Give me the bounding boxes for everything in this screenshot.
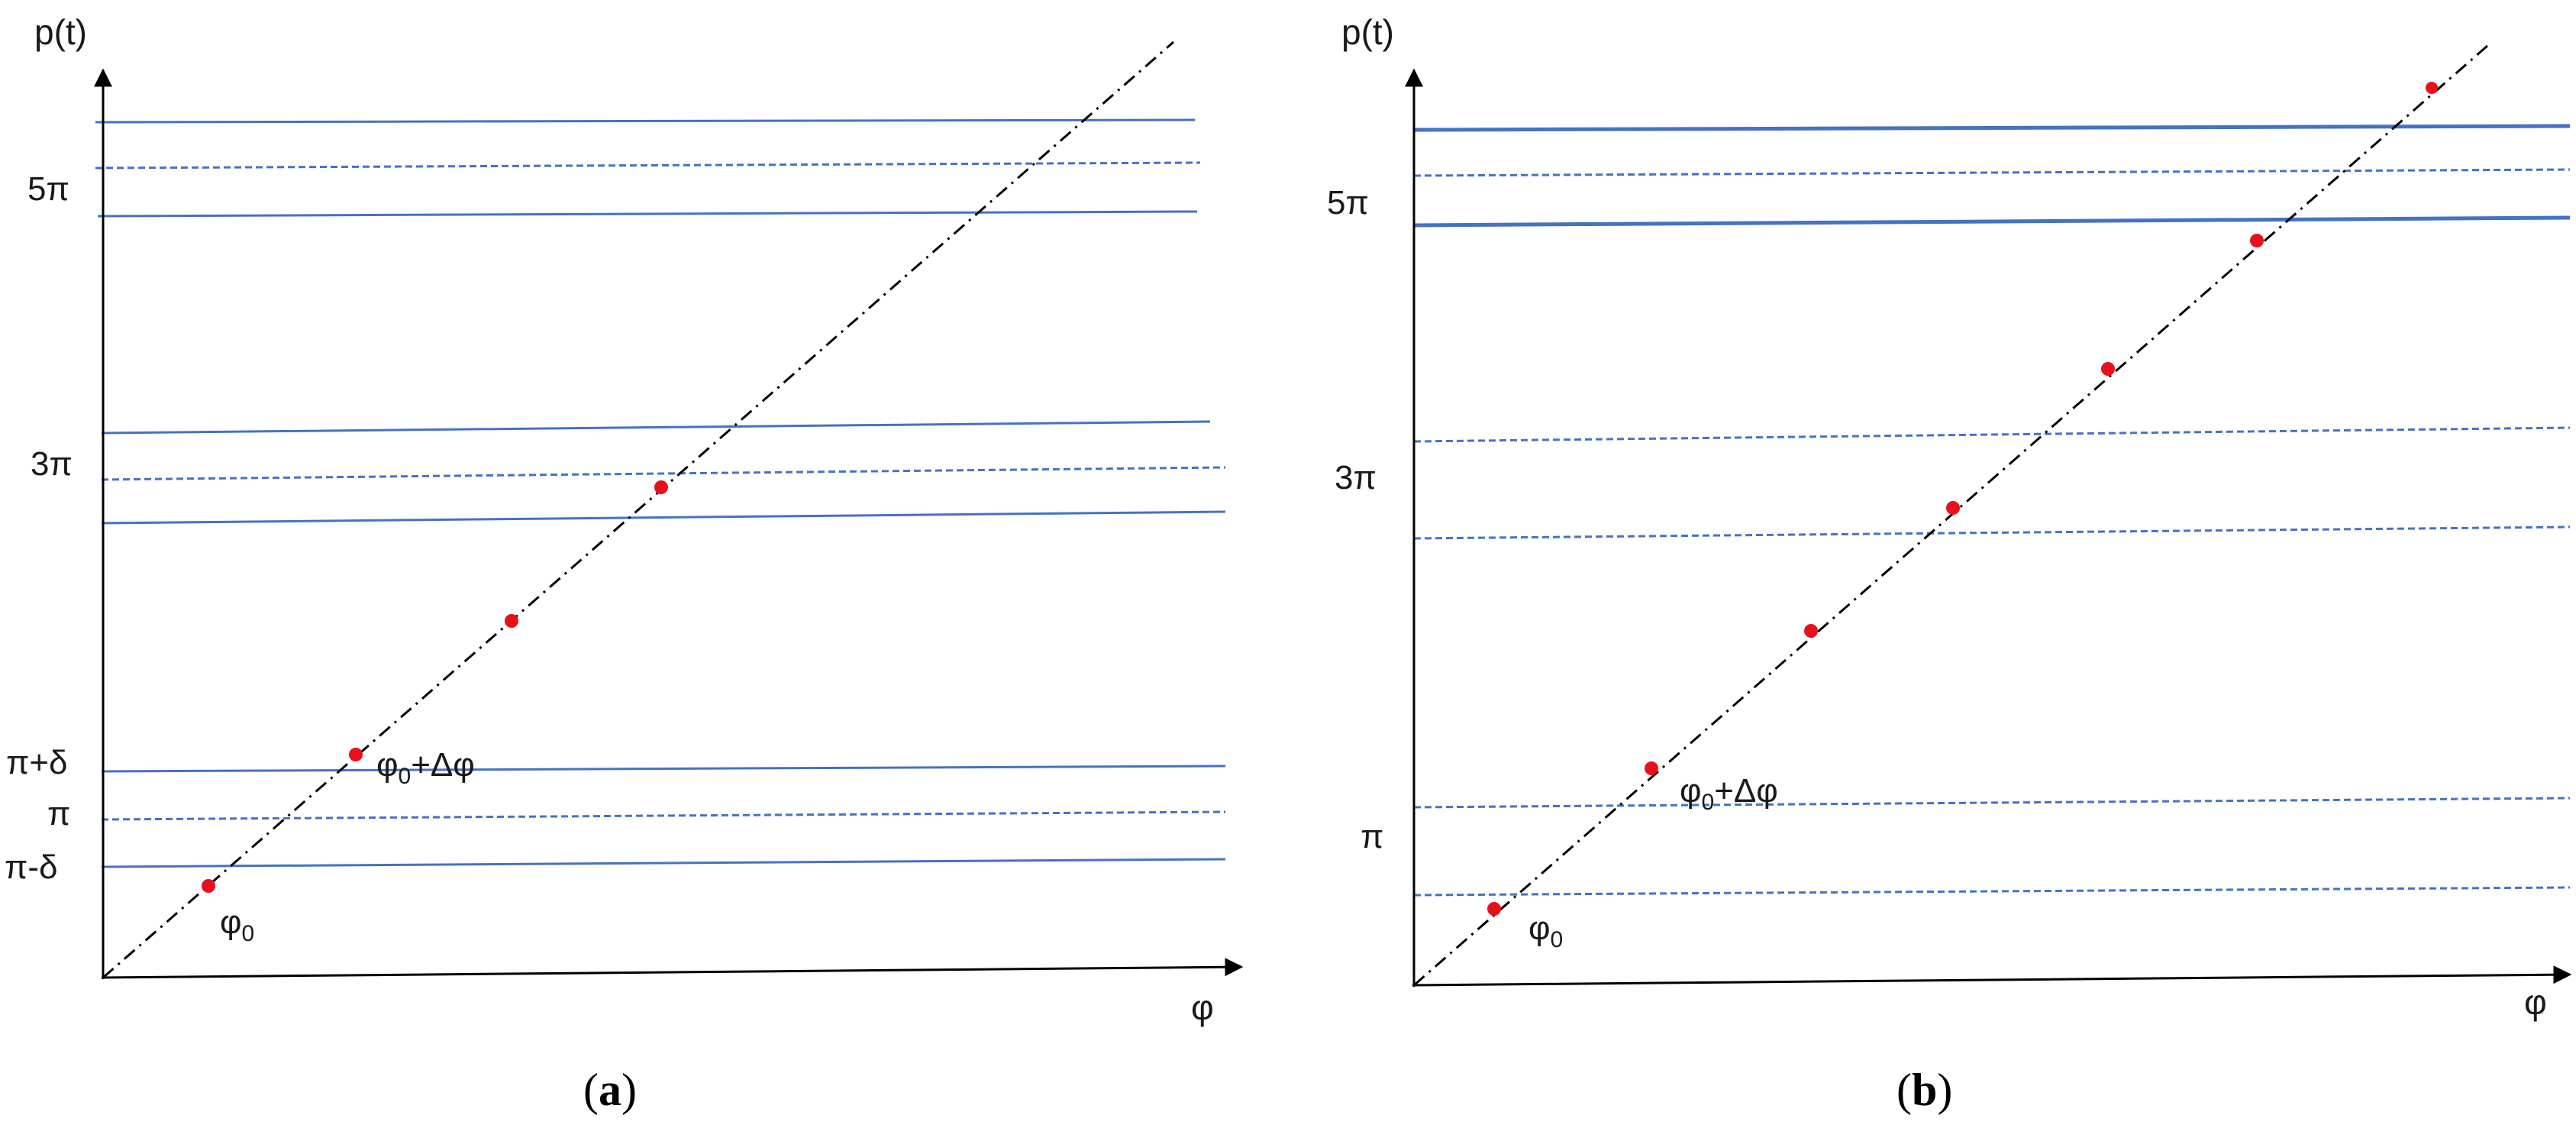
- panel-b-label-phi0: φ0: [1528, 910, 1563, 952]
- panel-b-hline-7-dashed: [1413, 886, 2571, 897]
- panel-b: p(t) φ 5π 3π π φ0 φ0+Δφ (b): [1327, 12, 2572, 1115]
- panel-b-label-phi0-plus-dphi: φ0+Δφ: [1680, 772, 1778, 815]
- panel-a-hline-9-solid: [101, 858, 1226, 868]
- panel-b-x-axis: [1412, 965, 2572, 987]
- panel-a-points: [202, 480, 668, 893]
- panel-a-point-4: [654, 480, 668, 494]
- panel-b-hline-6-dashed: [1413, 797, 2571, 809]
- panel-b-hline-4-dashed: [1413, 426, 2571, 443]
- panel-b-point-6: [2250, 234, 2264, 247]
- panel-a-x-axis-label: φ: [1191, 988, 1214, 1027]
- panel-b-hline-5-dashed: [1413, 525, 2571, 540]
- panel-a-point-1: [202, 879, 215, 893]
- panel-a-hline-3-solid: [97, 210, 1198, 218]
- panel-a-hline-7-solid: [101, 765, 1226, 773]
- panel-a-x-axis: [101, 958, 1244, 979]
- panel-a-tick-pi-minus-delta: π-δ: [5, 849, 58, 886]
- panel-a-caption: (a): [583, 1065, 637, 1115]
- panel-b-point-3: [1804, 624, 1818, 638]
- panel-b-hline-2-dashed: [1413, 168, 2571, 177]
- panel-b-tick-5pi: 5π: [1327, 184, 1369, 221]
- panel-a-tick-pi-plus-delta: π+δ: [6, 744, 68, 781]
- panel-a: p(t) φ 5π 3π π+δ π π-δ φ0 φ0+Δφ (a): [5, 12, 1244, 1115]
- panel-b-point-1: [1487, 902, 1501, 916]
- panel-a-label-phi0-plus-dphi: φ0+Δφ: [376, 746, 475, 789]
- panel-a-point-3: [505, 614, 518, 628]
- panel-a-horizontal-lines: [95, 118, 1226, 868]
- panel-b-y-axis-label: p(t): [1341, 12, 1394, 52]
- panel-a-hline-6-solid: [101, 510, 1226, 525]
- panel-b-x-axis-label: φ: [2524, 982, 2547, 1022]
- panel-b-hline-1-solid: [1413, 124, 2571, 132]
- panel-b-point-7: [2426, 82, 2438, 94]
- panel-a-label-phi0: φ0: [220, 904, 254, 946]
- panel-b-caption: (b): [1896, 1065, 1952, 1115]
- panel-a-hline-8-dashed: [101, 810, 1226, 821]
- panel-b-horizontal-lines: [1413, 124, 2571, 897]
- panel-b-point-5: [2101, 362, 2115, 376]
- panel-b-tick-pi: π: [1361, 818, 1383, 855]
- panel-a-point-2: [349, 748, 363, 761]
- panel-a-hline-4-solid: [101, 420, 1211, 435]
- panel-b-tick-3pi: 3π: [1335, 459, 1377, 496]
- panel-a-hline-1-solid: [95, 118, 1196, 124]
- panel-b-point-2: [1645, 761, 1658, 775]
- panel-b-hline-3-solid: [1413, 215, 2571, 228]
- panel-a-tick-3pi: 3π: [31, 445, 73, 483]
- panel-a-diagonal-line: [102, 40, 1174, 979]
- panel-a-y-axis-label: p(t): [34, 12, 87, 52]
- panel-a-tick-5pi: 5π: [27, 170, 69, 208]
- panel-b-point-4: [1946, 501, 1960, 515]
- panel-a-tick-pi: π: [47, 795, 70, 832]
- panel-b-points: [1487, 82, 2438, 916]
- panel-a-hline-5-dashed: [101, 466, 1226, 481]
- panel-a-hline-2-dashed: [95, 161, 1201, 170]
- panel-b-diagonal-line: [1413, 44, 2488, 987]
